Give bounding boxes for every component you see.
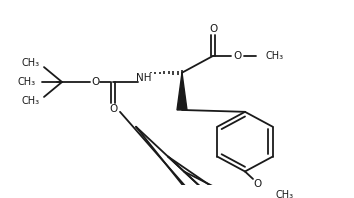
Text: CH₃: CH₃: [276, 190, 294, 198]
Text: CH₃: CH₃: [22, 96, 40, 106]
Text: O: O: [254, 179, 262, 189]
Text: O: O: [234, 51, 242, 61]
Text: CH₃: CH₃: [265, 51, 283, 61]
Text: O: O: [109, 104, 117, 114]
Text: CH₃: CH₃: [22, 58, 40, 68]
Polygon shape: [177, 73, 187, 110]
Text: NH: NH: [136, 73, 152, 83]
Text: O: O: [91, 77, 99, 87]
Text: CH₃: CH₃: [18, 77, 36, 87]
Text: O: O: [209, 24, 217, 34]
